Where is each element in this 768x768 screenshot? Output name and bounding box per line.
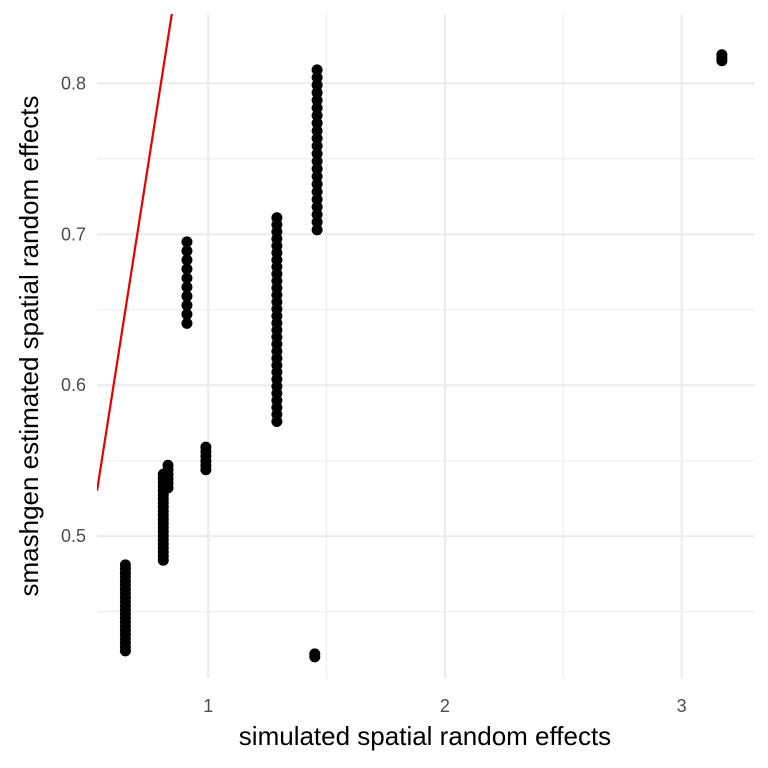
data-point xyxy=(181,299,193,311)
data-point xyxy=(311,170,323,182)
y-axis-title: smashgen estimated spatial random effect… xyxy=(14,95,44,596)
data-point xyxy=(311,110,323,122)
data-point xyxy=(311,201,323,213)
data-point xyxy=(311,224,323,236)
data-point xyxy=(181,236,193,248)
data-point xyxy=(271,212,283,224)
data-point xyxy=(311,193,323,205)
plot-panel xyxy=(97,14,755,678)
x-tick-label: 1 xyxy=(203,696,213,716)
y-tick-label: 0.5 xyxy=(61,526,86,546)
data-point xyxy=(181,290,193,302)
data-point xyxy=(181,263,193,275)
y-tick-label: 0.8 xyxy=(61,73,86,93)
data-point xyxy=(311,209,323,221)
data-point xyxy=(119,559,131,571)
data-point xyxy=(311,132,323,144)
data-point xyxy=(311,87,323,99)
data-point xyxy=(311,79,323,91)
data-point xyxy=(181,254,193,266)
data-point xyxy=(309,648,321,660)
data-point xyxy=(181,317,193,329)
data-point xyxy=(162,459,174,471)
data-point xyxy=(311,94,323,106)
data-point xyxy=(311,155,323,167)
y-tick-labels: 0.5 0.6 0.7 0.8 xyxy=(61,73,86,546)
data-point xyxy=(311,64,323,76)
data-point xyxy=(200,441,212,453)
data-point xyxy=(181,245,193,257)
data-point xyxy=(311,216,323,228)
data-point xyxy=(311,125,323,137)
x-tick-labels: 1 2 3 xyxy=(203,696,686,716)
data-point xyxy=(311,186,323,198)
data-point xyxy=(311,140,323,152)
x-tick-label: 2 xyxy=(440,696,450,716)
y-tick-label: 0.7 xyxy=(61,224,86,244)
data-point xyxy=(716,49,728,61)
x-tick-label: 3 xyxy=(677,696,687,716)
x-axis-title: simulated spatial random effects xyxy=(239,721,611,751)
data-point xyxy=(311,102,323,114)
y-tick-label: 0.6 xyxy=(61,375,86,395)
major-gridlines xyxy=(97,14,755,678)
data-point xyxy=(311,148,323,160)
data-point xyxy=(311,71,323,83)
data-point xyxy=(311,163,323,175)
data-point xyxy=(311,117,323,129)
data-point xyxy=(181,308,193,320)
data-point xyxy=(181,272,193,284)
points-layer xyxy=(119,49,728,663)
data-point xyxy=(311,178,323,190)
data-point xyxy=(181,281,193,293)
